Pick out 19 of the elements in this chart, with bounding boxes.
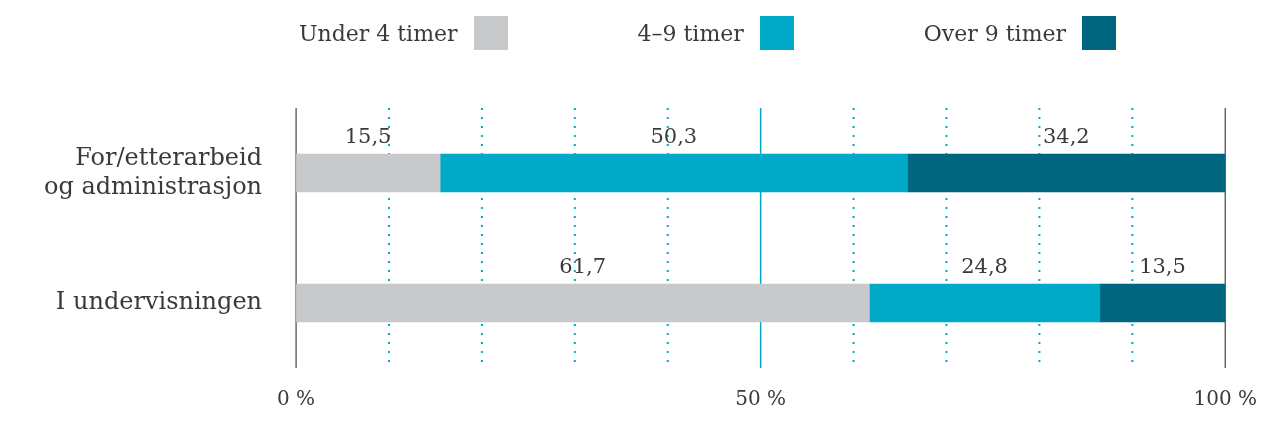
data-label: 50,3 [650, 123, 698, 148]
data-label: 34,2 [1042, 123, 1090, 148]
legend-label: 4–9 timer [637, 20, 744, 46]
data-label: 15,5 [344, 123, 392, 148]
legend-label: Over 9 timer [923, 20, 1067, 46]
x-tick-label: 0 % [277, 386, 316, 411]
y-tick-label: For/etterarbeid og administrasjon [43, 142, 263, 200]
x-tick-label: 100 % [1193, 386, 1258, 411]
legend-label: Under 4 timer [298, 20, 458, 46]
bar [296, 153, 441, 193]
data-label: 13,5 [1139, 253, 1186, 278]
data-label: 24,8 [961, 253, 1008, 278]
data-label: 61,7 [559, 253, 607, 278]
bar [1099, 283, 1226, 323]
y-tick-label: I undervisningen [55, 287, 263, 316]
bar [296, 283, 870, 323]
bar [907, 153, 1226, 193]
x-tick-label: 50 % [735, 386, 787, 411]
bar [869, 283, 1101, 323]
